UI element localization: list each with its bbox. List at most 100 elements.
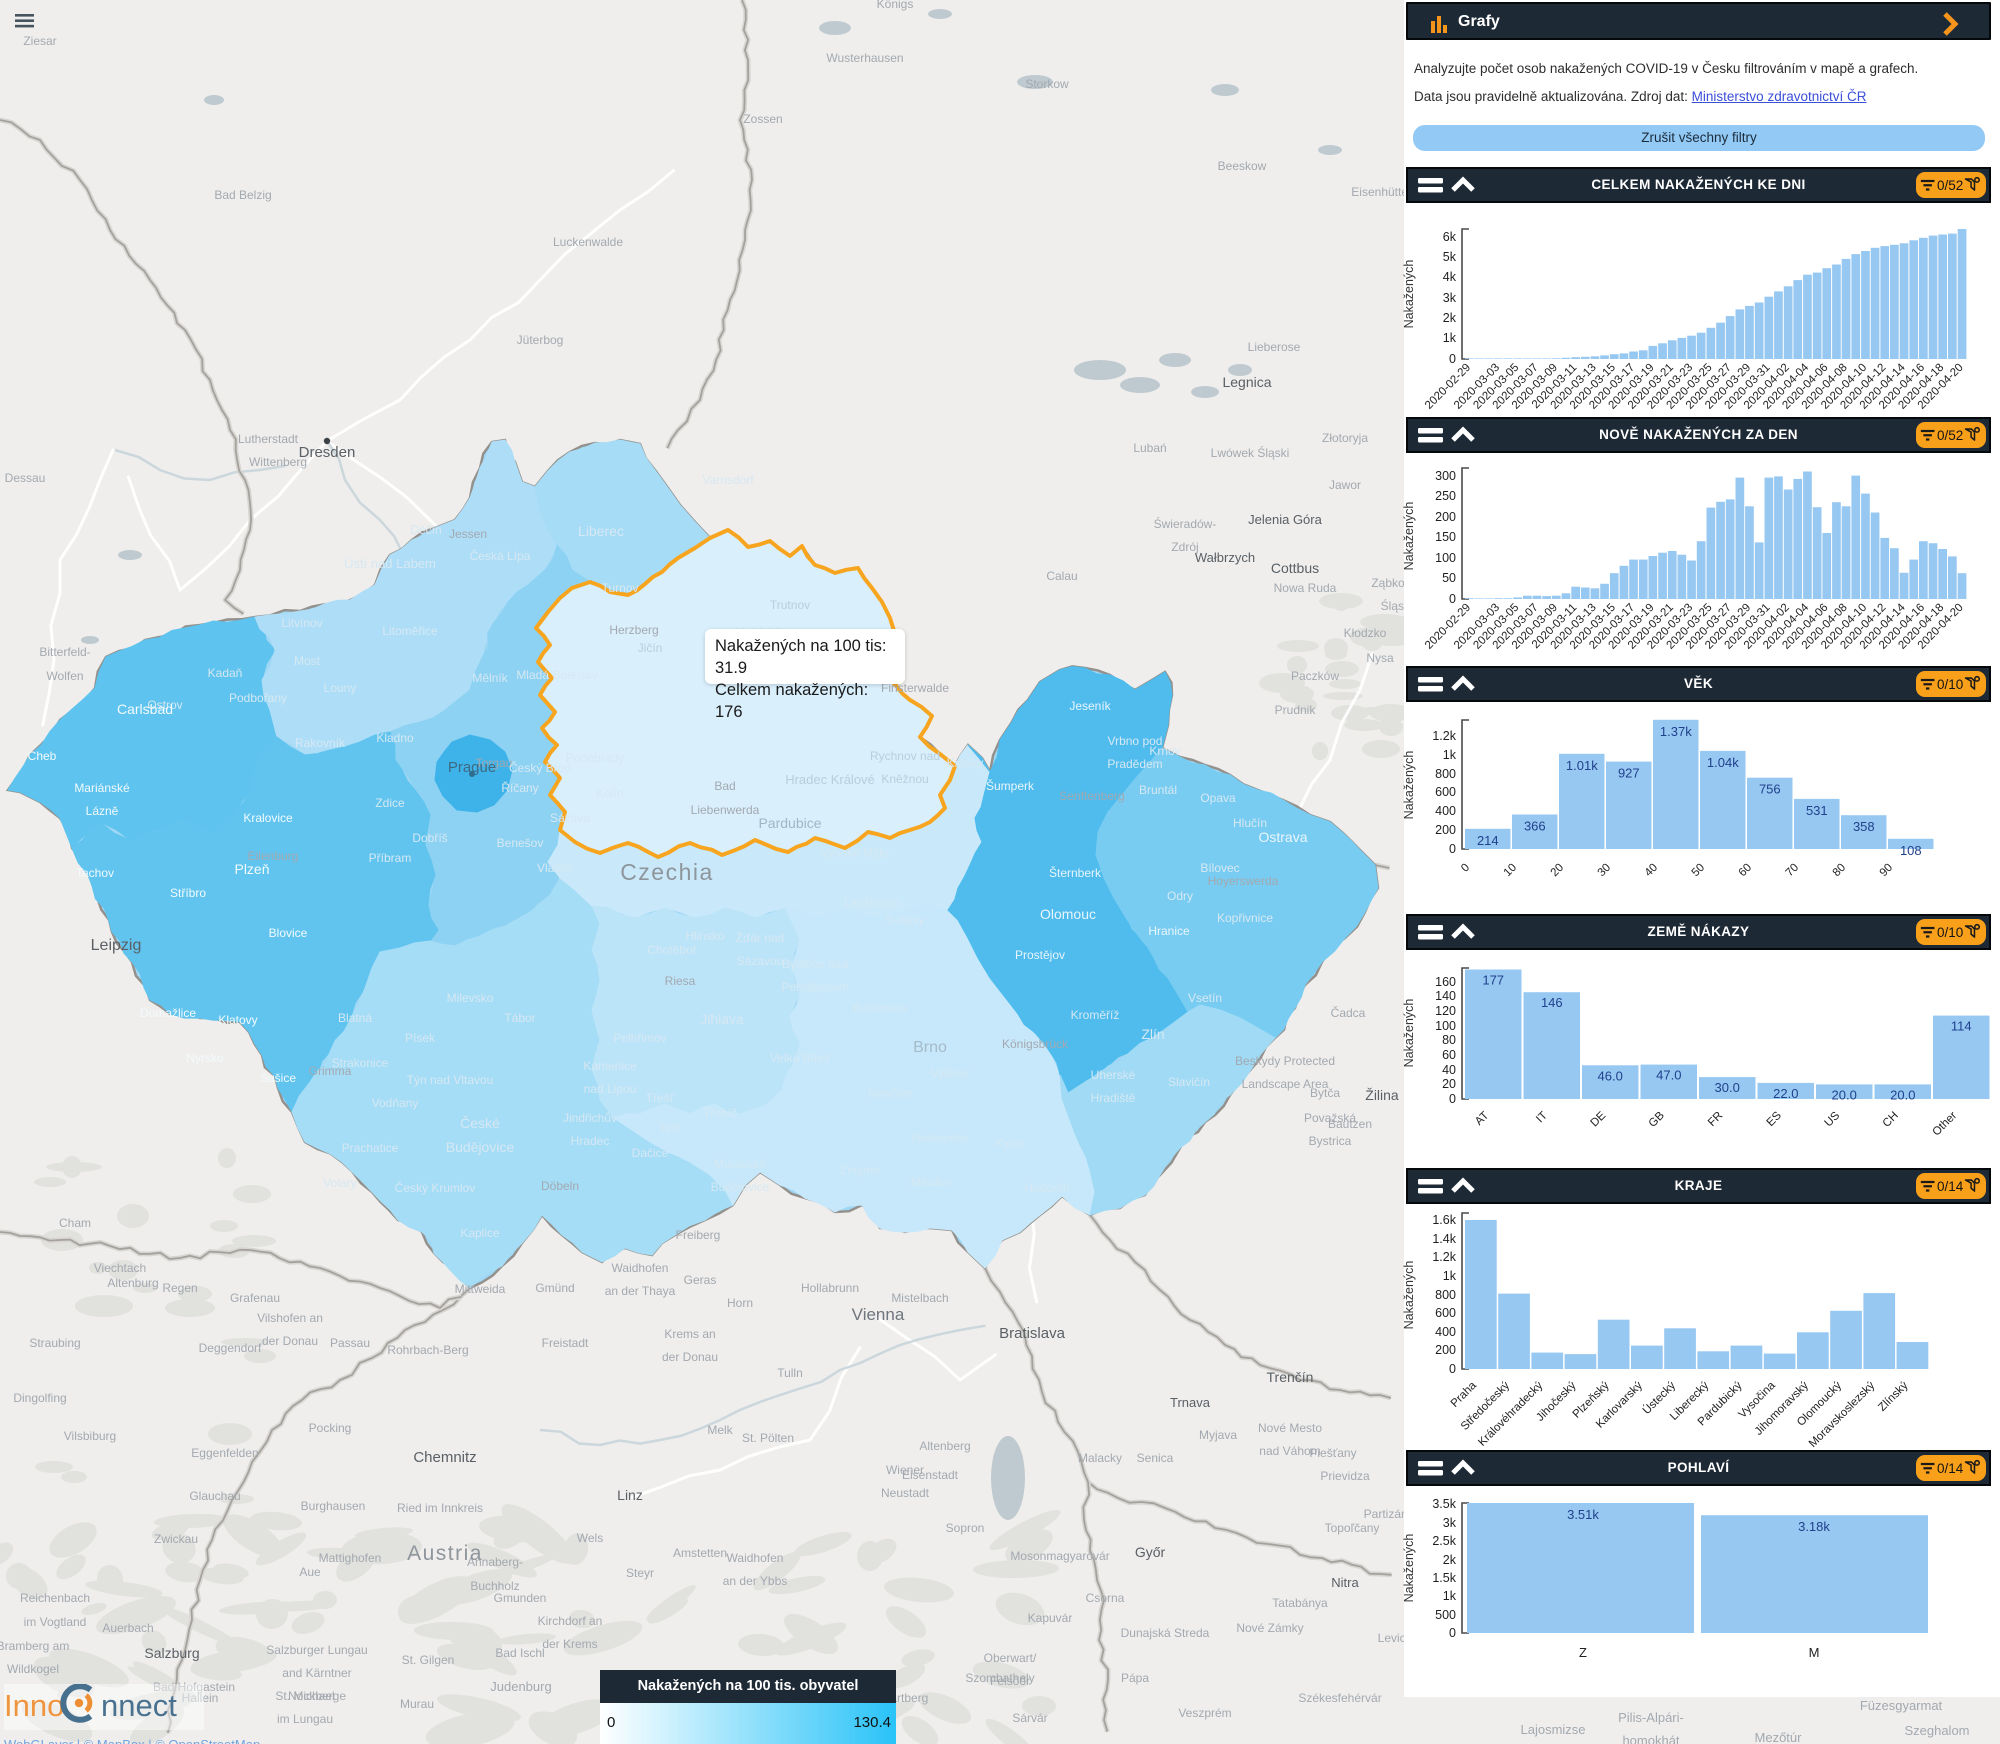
svg-text:Eisenstadt: Eisenstadt <box>902 1468 959 1482</box>
svg-text:Kladno: Kladno <box>376 731 414 745</box>
svg-text:Hodonín: Hodonín <box>1024 1181 1069 1195</box>
svg-text:Odry: Odry <box>1167 889 1193 903</box>
svg-text:Vilsbiburg: Vilsbiburg <box>64 1429 116 1443</box>
svg-text:Hradiště: Hradiště <box>1091 1091 1136 1105</box>
svg-text:Bad Ischl: Bad Ischl <box>495 1646 544 1660</box>
svg-text:Jessen: Jessen <box>449 527 487 541</box>
svg-text:Beeskow: Beeskow <box>1218 159 1267 173</box>
svg-text:Dunajská Streda: Dunajská Streda <box>1121 1626 1210 1640</box>
svg-text:Turnov: Turnov <box>602 581 639 595</box>
svg-text:Hustopeče: Hustopeče <box>911 1131 969 1145</box>
svg-text:Chemnitz: Chemnitz <box>413 1449 476 1466</box>
svg-text:Plzeň: Plzeň <box>234 861 269 877</box>
svg-text:an der Ybbs: an der Ybbs <box>723 1574 788 1588</box>
svg-text:Kroměříž: Kroměříž <box>1071 1008 1120 1022</box>
svg-text:Finsterwalde: Finsterwalde <box>881 681 949 695</box>
svg-text:Sázava: Sázava <box>550 811 590 825</box>
svg-text:Mladá Boleslav: Mladá Boleslav <box>516 668 597 682</box>
svg-text:Gmunden: Gmunden <box>494 1591 547 1605</box>
svg-text:Wittenberg: Wittenberg <box>249 455 307 469</box>
svg-text:Senica: Senica <box>1137 1451 1174 1465</box>
svg-text:Waidhofen: Waidhofen <box>727 1551 784 1565</box>
svg-text:Lajosmizse: Lajosmizse <box>1520 1722 1585 1737</box>
svg-text:Wildkogel: Wildkogel <box>7 1662 59 1676</box>
svg-text:Aue: Aue <box>299 1565 321 1579</box>
svg-text:nnect: nnect <box>101 1688 177 1723</box>
svg-text:Podbořany: Podbořany <box>229 691 287 705</box>
svg-text:Klatovy: Klatovy <box>218 1013 257 1027</box>
svg-text:Domažlice: Domažlice <box>140 1006 196 1020</box>
svg-text:Trnava: Trnava <box>1170 1395 1211 1410</box>
svg-text:Jelenia Góra: Jelenia Góra <box>1248 512 1322 527</box>
svg-text:Bratislava: Bratislava <box>999 1325 1066 1342</box>
svg-text:Lanškroun: Lanškroun <box>844 896 900 910</box>
svg-text:Linz: Linz <box>617 1487 643 1503</box>
svg-text:Svitavy: Svitavy <box>886 913 925 927</box>
svg-text:Zossen: Zossen <box>743 112 782 126</box>
svg-text:Český Krumlov: Český Krumlov <box>395 1180 476 1195</box>
svg-text:Levice: Levice <box>1378 1631 1413 1645</box>
svg-text:Zlín: Zlín <box>1141 1026 1164 1042</box>
svg-text:Volary: Volary <box>323 1176 356 1190</box>
svg-text:Dresden: Dresden <box>299 444 356 461</box>
svg-text:an der Thaya: an der Thaya <box>605 1284 676 1298</box>
svg-text:Königs: Königs <box>877 0 914 11</box>
svg-text:Trutnov: Trutnov <box>770 598 810 612</box>
svg-text:Salzburg: Salzburg <box>144 1645 199 1661</box>
svg-text:Altenburg: Altenburg <box>107 1276 158 1290</box>
svg-text:Hallein: Hallein <box>182 1691 219 1705</box>
svg-text:Amstetten: Amstetten <box>673 1546 727 1560</box>
svg-text:Třešť: Třešť <box>646 1091 675 1105</box>
svg-text:Rychnov nad: Rychnov nad <box>870 749 940 763</box>
svg-text:Vysoké Mýto: Vysoké Mýto <box>821 846 890 860</box>
svg-text:Blovice: Blovice <box>269 926 308 940</box>
svg-text:Hlučín: Hlučín <box>1233 816 1267 830</box>
svg-text:der Donau: der Donau <box>262 1334 318 1348</box>
svg-text:Mezőtúr: Mezőtúr <box>1755 1730 1803 1744</box>
svg-text:Blatná: Blatná <box>338 1011 372 1025</box>
svg-text:Prachatice: Prachatice <box>342 1141 399 1155</box>
svg-text:Týn nad Vltavou: Týn nad Vltavou <box>407 1073 494 1087</box>
svg-text:St. Michael: St. Michael <box>275 1689 334 1703</box>
svg-text:Liberec: Liberec <box>578 523 624 539</box>
svg-text:Milevsko: Milevsko <box>447 991 494 1005</box>
svg-text:Říčany: Říčany <box>501 780 538 795</box>
svg-text:Austria: Austria <box>407 1542 483 1565</box>
svg-text:Pradědem: Pradědem <box>1107 757 1162 771</box>
svg-text:Bad: Bad <box>714 779 735 793</box>
svg-text:Hranice: Hranice <box>1148 924 1190 938</box>
svg-text:Waidhofen: Waidhofen <box>612 1261 669 1275</box>
svg-text:Ostrava: Ostrava <box>1258 829 1307 845</box>
svg-text:Tulln: Tulln <box>777 1366 803 1380</box>
svg-text:Melk: Melk <box>707 1423 733 1437</box>
svg-text:Győr: Győr <box>1135 1544 1166 1560</box>
svg-text:Pernštejnem: Pernštejnem <box>781 980 848 994</box>
svg-text:Beskydy Protected: Beskydy Protected <box>1235 1054 1335 1068</box>
svg-text:Zdrój: Zdrój <box>1171 540 1198 554</box>
svg-text:Székesfehérvár: Székesfehérvár <box>1298 1691 1381 1705</box>
svg-text:Tábor: Tábor <box>504 1011 535 1025</box>
svg-text:Vienna: Vienna <box>852 1305 905 1324</box>
svg-text:Malacky: Malacky <box>1078 1451 1122 1465</box>
svg-text:Lutherstadt: Lutherstadt <box>238 432 299 446</box>
svg-text:Telč: Telč <box>659 1121 680 1135</box>
svg-text:Lázně: Lázně <box>86 804 119 818</box>
svg-text:Murau: Murau <box>400 1697 434 1711</box>
svg-text:Mistelbach: Mistelbach <box>891 1291 948 1305</box>
svg-text:nad Váhom: nad Váhom <box>1259 1444 1320 1458</box>
svg-text:Salzburger Lungau: Salzburger Lungau <box>266 1643 367 1657</box>
svg-text:Viechtach: Viechtach <box>94 1261 146 1275</box>
svg-text:Jindřichův: Jindřichův <box>563 1111 617 1125</box>
svg-text:Lieberose: Lieberose <box>1248 340 1301 354</box>
svg-text:Nové Zámky: Nové Zámky <box>1236 1621 1303 1635</box>
svg-text:Znojmo: Znojmo <box>840 1163 880 1177</box>
svg-text:Varnsdorf: Varnsdorf <box>702 473 754 487</box>
svg-text:České: České <box>460 1115 500 1131</box>
svg-text:Uherské: Uherské <box>1091 1068 1136 1082</box>
svg-text:Pelhřimov: Pelhřimov <box>613 1031 666 1045</box>
svg-text:Ziesar: Ziesar <box>23 34 56 48</box>
svg-text:Hoyerswerda: Hoyerswerda <box>1208 874 1279 888</box>
svg-text:Bystrica: Bystrica <box>1309 1134 1352 1148</box>
svg-text:Szombathely: Szombathely <box>965 1671 1034 1685</box>
svg-text:Wusterhausen: Wusterhausen <box>826 51 903 65</box>
